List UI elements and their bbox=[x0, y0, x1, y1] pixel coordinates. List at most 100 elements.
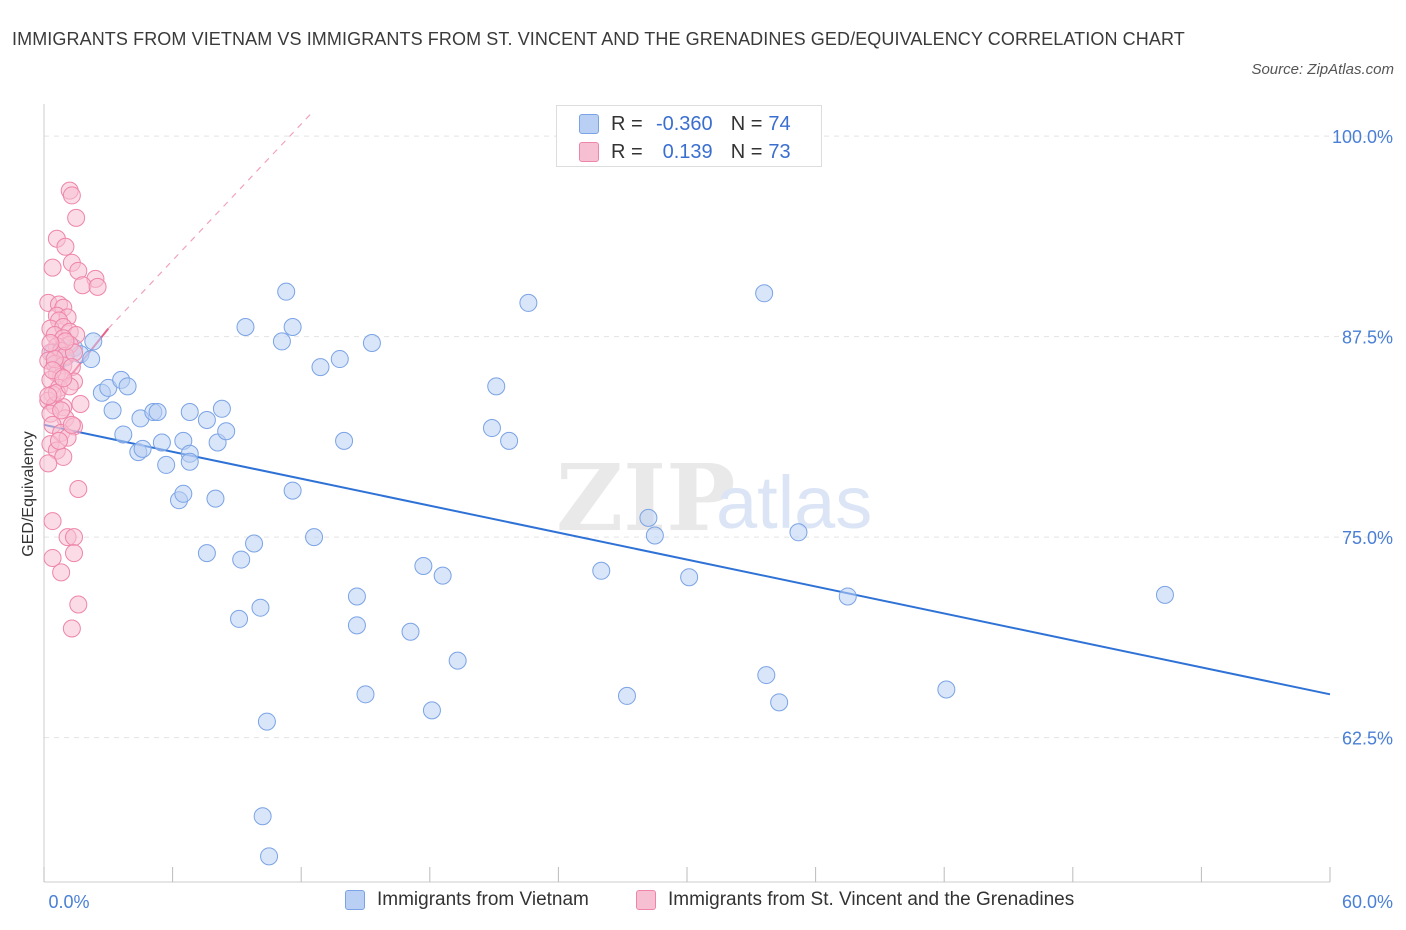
data-point-stvincent bbox=[56, 332, 75, 351]
legend-swatch-vietnam bbox=[579, 114, 599, 134]
data-point-vietnam bbox=[82, 350, 101, 369]
legend-n-value: 74 bbox=[768, 112, 791, 135]
data-point-vietnam bbox=[838, 587, 857, 606]
data-point-stvincent bbox=[39, 454, 58, 473]
chart-title: IMMIGRANTS FROM VIETNAM VS IMMIGRANTS FR… bbox=[12, 29, 1185, 49]
data-point-vietnam bbox=[311, 358, 330, 377]
series-label-vietnam: Immigrants from Vietnam bbox=[377, 889, 589, 910]
data-point-vietnam bbox=[180, 402, 199, 421]
data-point-vietnam bbox=[422, 701, 441, 720]
data-point-vietnam bbox=[157, 455, 176, 474]
data-point-stvincent bbox=[69, 595, 88, 614]
data-point-stvincent bbox=[52, 563, 71, 582]
data-point-vietnam bbox=[277, 282, 296, 301]
data-point-vietnam bbox=[414, 556, 433, 575]
data-point-stvincent bbox=[43, 258, 62, 277]
data-point-vietnam bbox=[283, 481, 302, 500]
series-label-stvincent: Immigrants from St. Vincent and the Gren… bbox=[668, 889, 1075, 910]
data-point-vietnam bbox=[755, 284, 774, 303]
data-point-vietnam bbox=[197, 544, 216, 563]
data-point-vietnam bbox=[272, 332, 291, 351]
data-point-vietnam bbox=[152, 433, 171, 452]
data-point-vietnam bbox=[680, 568, 699, 587]
tick-labels: 62.5% 75.0% 87.5% 100.0% 0.0% 60.0% bbox=[43, 127, 1393, 912]
data-point-stvincent bbox=[52, 401, 71, 420]
data-point-stvincent bbox=[56, 237, 75, 256]
trend-line-stvincent-extension bbox=[107, 110, 315, 329]
data-point-vietnam bbox=[500, 431, 519, 450]
data-point-stvincent bbox=[73, 276, 92, 295]
legend-r-label: R = bbox=[611, 140, 643, 163]
watermark-zip: ZIP bbox=[556, 444, 735, 552]
data-point-stvincent bbox=[67, 208, 86, 227]
data-point-stvincent bbox=[62, 619, 81, 638]
data-point-vietnam bbox=[114, 425, 133, 444]
data-point-vietnam bbox=[174, 484, 193, 503]
trend-line-vietnam bbox=[43, 423, 1331, 696]
data-point-vietnam bbox=[251, 598, 270, 617]
data-point-vietnam bbox=[283, 317, 302, 336]
data-point-vietnam bbox=[519, 293, 538, 312]
y-axis-label: GED/Equivalency bbox=[20, 431, 37, 556]
y-tick-label: 62.5% bbox=[1342, 729, 1393, 749]
data-point-vietnam bbox=[260, 847, 279, 866]
data-point-vietnam bbox=[197, 411, 216, 430]
data-point-vietnam bbox=[148, 402, 167, 421]
data-point-stvincent bbox=[41, 334, 60, 353]
data-point-vietnam bbox=[217, 422, 236, 441]
trend-lines bbox=[43, 110, 1331, 696]
data-point-stvincent bbox=[39, 386, 58, 405]
data-point-vietnam bbox=[448, 651, 467, 670]
data-point-vietnam bbox=[84, 332, 103, 351]
legend-swatch-stvincent bbox=[579, 142, 599, 162]
data-point-stvincent bbox=[71, 394, 90, 413]
data-point-vietnam bbox=[232, 550, 251, 569]
data-point-vietnam bbox=[305, 528, 324, 547]
watermark: ZIP atlas bbox=[556, 444, 872, 552]
data-point-vietnam bbox=[482, 419, 501, 438]
data-point-stvincent bbox=[50, 431, 69, 450]
data-point-vietnam bbox=[487, 377, 506, 396]
data-point-vietnam bbox=[617, 686, 636, 705]
data-point-stvincent bbox=[65, 528, 84, 547]
data-point-vietnam bbox=[245, 534, 264, 553]
data-point-vietnam bbox=[1155, 585, 1174, 604]
data-point-vietnam bbox=[770, 693, 789, 712]
data-point-vietnam bbox=[433, 566, 452, 585]
data-point-vietnam bbox=[180, 452, 199, 471]
data-point-vietnam bbox=[362, 334, 381, 353]
legend-r-value: -0.360 bbox=[655, 112, 713, 135]
data-points bbox=[39, 181, 1174, 866]
data-point-vietnam bbox=[99, 378, 118, 397]
data-point-stvincent bbox=[54, 447, 73, 466]
data-point-vietnam bbox=[103, 401, 122, 420]
data-point-stvincent bbox=[65, 544, 84, 563]
data-point-stvincent bbox=[43, 548, 62, 567]
series-legend: Immigrants from Vietnam Immigrants from … bbox=[0, 889, 1406, 915]
data-point-vietnam bbox=[645, 526, 664, 545]
correlation-legend: R = -0.360 N = 74 R = 0.139 N = 73 bbox=[556, 105, 822, 167]
data-point-stvincent bbox=[43, 512, 62, 531]
data-point-vietnam bbox=[401, 622, 420, 641]
data-point-vietnam bbox=[257, 712, 276, 731]
data-point-vietnam bbox=[236, 317, 255, 336]
x-tick-label: 0.0% bbox=[48, 892, 89, 912]
data-point-stvincent bbox=[69, 479, 88, 498]
legend-r-label: R = bbox=[611, 112, 643, 135]
legend-n-label: N = bbox=[730, 140, 763, 163]
data-point-vietnam bbox=[253, 807, 272, 826]
data-point-vietnam bbox=[335, 431, 354, 450]
series-legend-stvincent: Immigrants from St. Vincent and the Gren… bbox=[636, 889, 1074, 911]
data-point-vietnam bbox=[592, 561, 611, 580]
y-tick-label: 75.0% bbox=[1342, 528, 1393, 548]
y-tick-label: 100.0% bbox=[1332, 127, 1393, 147]
data-point-vietnam bbox=[347, 616, 366, 635]
data-point-stvincent bbox=[62, 186, 81, 205]
data-point-vietnam bbox=[937, 680, 956, 699]
data-point-vietnam bbox=[347, 587, 366, 606]
x-tick-label: 60.0% bbox=[1342, 892, 1393, 912]
series-swatch-vietnam bbox=[345, 890, 365, 910]
data-point-vietnam bbox=[330, 350, 349, 369]
data-point-vietnam bbox=[206, 489, 225, 508]
series-swatch-stvincent bbox=[636, 890, 656, 910]
